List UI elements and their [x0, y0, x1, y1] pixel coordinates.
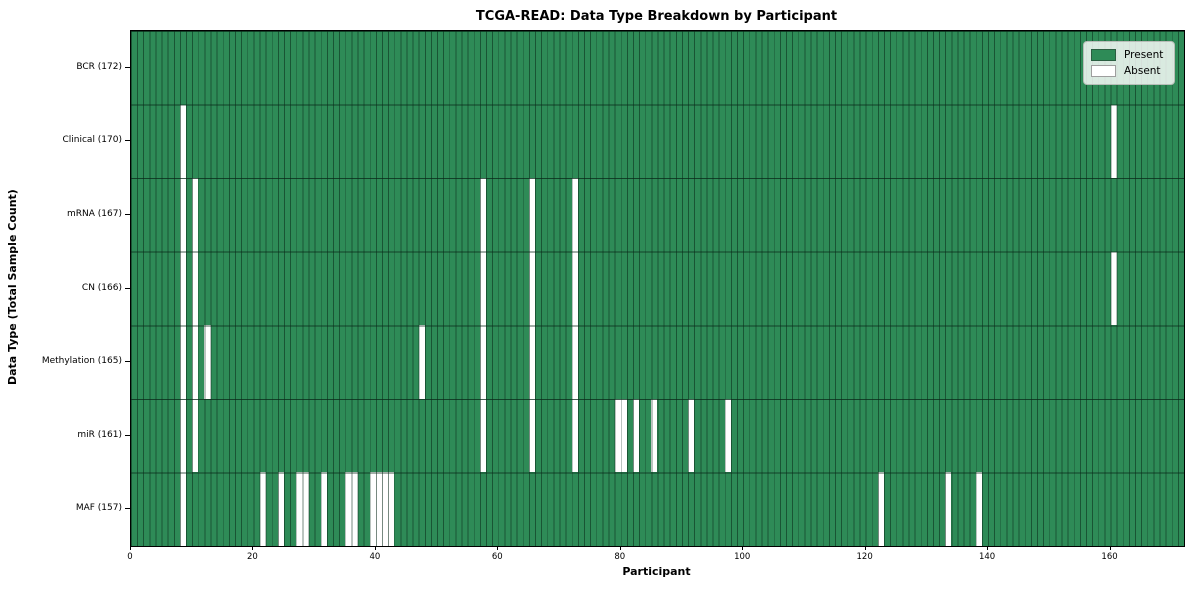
absent-cell — [620, 398, 627, 473]
y-tick-label-mir: miR (161) — [77, 429, 122, 440]
absent-cell — [418, 325, 425, 399]
absent-cell — [528, 251, 536, 326]
absent-cell — [571, 398, 578, 473]
absent-cell — [479, 398, 487, 473]
heatmap-row-mir — [131, 398, 1184, 473]
absent-cell — [571, 251, 578, 326]
y-tick-label-cn: CN (166) — [81, 282, 122, 293]
absent-cell — [204, 325, 211, 399]
y-tick-mark — [125, 508, 130, 510]
x-tick-mark — [864, 546, 866, 550]
legend-label-absent: Absent — [1124, 65, 1161, 77]
absent-cell — [179, 104, 187, 179]
y-tick-mark — [125, 66, 130, 68]
absent-cell — [179, 398, 187, 473]
absent-cell — [320, 472, 327, 546]
x-tick-label-60: 60 — [491, 552, 503, 562]
heatmap-row-mrna — [131, 178, 1184, 252]
x-tick-label-0: 0 — [127, 552, 133, 562]
absent-swatch-icon — [1091, 65, 1116, 77]
legend-entry-absent: Absent — [1091, 63, 1167, 79]
absent-cell — [571, 178, 578, 252]
legend: Present Absent — [1083, 41, 1175, 85]
absent-cell — [479, 251, 487, 326]
y-tick-mark — [125, 213, 130, 215]
y-tick-mark — [125, 287, 130, 289]
chart-title: TCGA-READ: Data Type Breakdown by Partic… — [475, 9, 838, 24]
y-tick-mark — [125, 361, 130, 363]
absent-cell — [945, 472, 952, 546]
absent-cell — [192, 251, 199, 326]
absent-cell — [571, 325, 578, 399]
absent-cell — [877, 472, 884, 546]
absent-cell — [192, 325, 199, 399]
absent-cell — [479, 178, 487, 252]
absent-cell — [259, 472, 266, 546]
plot-area — [130, 30, 1185, 547]
absent-cell — [192, 178, 199, 252]
heatmap-row-methylation — [131, 325, 1184, 399]
heatmap-row-cn — [131, 251, 1184, 326]
absent-cell — [528, 325, 536, 399]
absent-cell — [179, 472, 187, 546]
x-tick-mark — [497, 546, 499, 550]
x-tick-label-40: 40 — [369, 552, 381, 562]
x-tick-label-140: 140 — [978, 552, 996, 562]
absent-cell — [724, 398, 731, 473]
absent-cell — [528, 398, 536, 473]
absent-cell — [277, 472, 285, 546]
absent-cell — [651, 398, 658, 473]
absent-cell — [388, 472, 395, 546]
absent-cell — [192, 398, 199, 473]
y-tick-label-maf: MAF (157) — [75, 503, 122, 514]
absent-cell — [975, 472, 982, 546]
x-tick-mark — [1109, 546, 1111, 550]
x-tick-mark — [742, 546, 744, 550]
absent-cell — [351, 472, 358, 546]
absent-cell — [1110, 251, 1117, 326]
y-tick-mark — [125, 140, 130, 142]
absent-cell — [633, 398, 640, 473]
absent-cell — [302, 472, 309, 546]
absent-cell — [179, 325, 187, 399]
x-tick-label-20: 20 — [247, 552, 258, 562]
heatmap-row-bcr — [131, 31, 1184, 105]
absent-cell — [179, 178, 187, 252]
x-tick-label-80: 80 — [614, 552, 626, 562]
y-tick-label-clinical: Clinical (170) — [62, 135, 122, 146]
heatmap-row-maf — [131, 472, 1184, 546]
legend-entry-present: Present — [1091, 47, 1167, 63]
x-tick-mark — [130, 546, 131, 550]
present-swatch-icon — [1091, 49, 1116, 61]
y-tick-label-methylation: Methylation (165) — [41, 356, 122, 367]
absent-cell — [479, 325, 487, 399]
x-tick-mark — [374, 546, 376, 550]
y-tick-mark — [125, 434, 130, 436]
x-tick-label-160: 160 — [1101, 552, 1118, 562]
heatmap-row-clinical — [131, 104, 1184, 179]
absent-cell — [688, 398, 695, 473]
x-axis-label: Participant — [622, 565, 691, 578]
absent-cell — [528, 178, 536, 252]
x-tick-mark — [619, 546, 621, 550]
x-tick-label-100: 100 — [734, 552, 751, 562]
y-tick-label-mrna: mRNA (167) — [67, 208, 122, 219]
absent-cell — [179, 251, 187, 326]
x-tick-mark — [987, 546, 989, 550]
x-tick-mark — [252, 546, 254, 550]
x-tick-label-120: 120 — [856, 552, 873, 562]
y-tick-label-bcr: BCR (172) — [76, 61, 122, 72]
legend-label-present: Present — [1124, 49, 1164, 61]
absent-cell — [1110, 104, 1117, 179]
